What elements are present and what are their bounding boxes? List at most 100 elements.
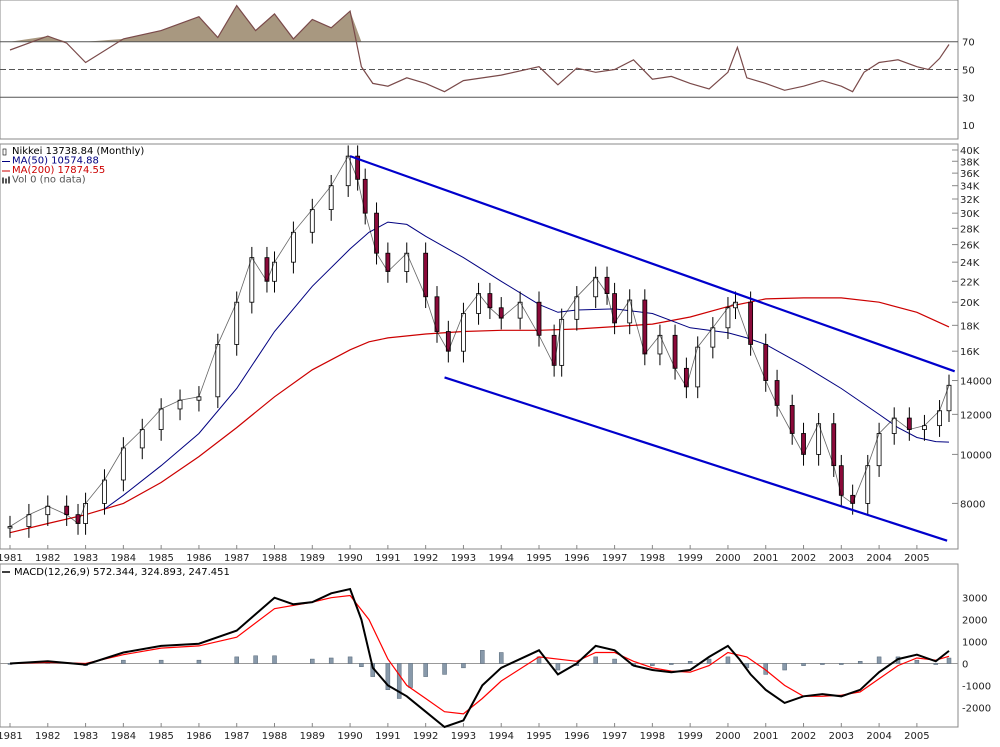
price-tick-label: 14000 <box>960 377 992 388</box>
x-axis-label: 2000 <box>715 731 740 742</box>
price-tick-label: 28K <box>960 224 980 235</box>
price-candle-body <box>891 417 897 434</box>
x-axis-label: 1995 <box>526 731 551 742</box>
price-candle-body <box>937 410 942 427</box>
price-tick-label: 20K <box>960 298 980 309</box>
legend-label: MA(200) 17874.55 <box>12 165 105 176</box>
price-tick-label: 8000 <box>960 499 985 510</box>
price-tick-label: 26K <box>960 241 980 252</box>
x-axis-label: 1984 <box>111 731 136 742</box>
x-axis-label: 1984 <box>111 553 136 564</box>
price-candle-body <box>234 301 240 345</box>
price-tick-label: 36K <box>960 169 980 180</box>
macd-histogram-bar <box>801 663 806 666</box>
price-candle-body <box>120 447 126 481</box>
macd-histogram-bar <box>272 655 277 664</box>
macd-tick-label: 0 <box>962 659 968 670</box>
price-tick-label: 22K <box>960 277 980 288</box>
x-axis-label: 1985 <box>148 553 173 564</box>
price-candle-body <box>476 293 481 314</box>
lower-channel-line <box>444 376 948 542</box>
x-axis-label: 1993 <box>451 553 476 564</box>
price-candle-body <box>461 313 466 352</box>
macd-histogram-bar <box>687 661 693 664</box>
x-axis-label: 1999 <box>677 731 702 742</box>
x-axis-label: 1981 <box>0 731 23 742</box>
rsi-overbought-area <box>10 5 949 42</box>
x-axis-label: 1986 <box>186 731 211 742</box>
x-axis-label: 1992 <box>413 731 438 742</box>
rsi-marks: 70 50 30 10 <box>0 4 975 132</box>
macd-marks: 3000 2000 1000 0 -1000 -2000 <box>0 571 991 729</box>
macd-line <box>9 587 950 729</box>
x-axis-label: 1981 <box>0 553 23 564</box>
macd-signal-line <box>9 594 950 715</box>
macd-histogram-bar <box>480 650 485 664</box>
price-tick-label: 24K <box>960 258 980 269</box>
price-candle-body <box>906 417 912 430</box>
x-axis-label: 1992 <box>413 553 438 564</box>
rsi-tick-label: 70 <box>962 38 975 49</box>
macd-histogram-bar <box>442 663 447 675</box>
price-candle-body <box>725 307 731 329</box>
rsi-tick-label: 50 <box>962 66 975 77</box>
macd-histogram-bar <box>669 663 674 665</box>
x-axis-label: 2003 <box>829 553 854 564</box>
macd-histogram-bar <box>946 657 952 664</box>
upper-channel-line <box>349 155 956 373</box>
price-tick-label: 32K <box>960 195 980 206</box>
x-axis-label: 1994 <box>489 553 514 564</box>
macd-histogram-bar <box>121 659 126 664</box>
macd-histogram-bar <box>396 663 402 699</box>
macd-histogram-bar <box>820 663 825 665</box>
price-candle-body <box>64 505 70 516</box>
x-axis-label: 1990 <box>337 553 362 564</box>
price-tick-label: 40K <box>960 146 980 157</box>
price-tick-label: 16K <box>960 347 980 358</box>
x-axis-label: 1998 <box>640 731 665 742</box>
x-axis-label: 1997 <box>602 731 627 742</box>
macd-histogram-bar <box>706 658 712 664</box>
rsi-tick-label: 30 <box>962 93 975 104</box>
macd-title: MACD(12,26,9) 572.344, 324.893, 247.451 <box>14 567 230 578</box>
price-candle-body <box>551 334 557 366</box>
price-candle-body <box>642 299 648 355</box>
macd-histogram-bar <box>725 656 731 664</box>
price-tick-label: 12000 <box>960 410 992 421</box>
legend-candle-swatch <box>2 148 7 156</box>
price-legend: Nikkei 13738.84 (Monthly)MA(50) 10574.88… <box>2 146 144 186</box>
x-axis-label: 1990 <box>337 731 362 742</box>
macd-histogram-bar <box>839 663 844 665</box>
x-axis-label: 1986 <box>186 553 211 564</box>
x-axis-macd: 1981 1982 1983 1984 1985 1986 1987 1988 1989 1990… <box>0 731 930 742</box>
macd-histogram-bar <box>933 663 939 665</box>
macd-histogram-bar <box>234 656 239 664</box>
macd-histogram-bar <box>555 663 561 671</box>
price-tick-label: 30K <box>960 209 980 220</box>
price-candle-body <box>672 334 678 369</box>
x-axis-label: 2005 <box>904 731 929 742</box>
price-candle-body <box>574 296 580 320</box>
macd-histogram-bar <box>359 663 364 667</box>
legend-label: Nikkei 13738.84 (Monthly) <box>12 146 144 157</box>
legend-bar-swatch <box>2 177 4 184</box>
price-candle-body <box>7 526 13 529</box>
legend-bar-swatch <box>5 178 7 184</box>
rsi-tick-label: 10 <box>962 121 975 132</box>
x-axis-label: 1997 <box>602 553 627 564</box>
price-candle-body <box>158 408 164 430</box>
macd-histogram-bar <box>612 658 617 664</box>
x-axis-label: 1991 <box>375 553 400 564</box>
rsi-line <box>9 4 950 93</box>
x-axis-label: 1998 <box>640 553 665 564</box>
x-axis-label: 1988 <box>262 731 287 742</box>
price-tick-label: 10000 <box>960 450 992 461</box>
price-candle-body <box>536 301 542 336</box>
macd-histogram-bar <box>461 663 466 669</box>
x-axis-label: 1995 <box>526 553 551 564</box>
x-axis-label: 2002 <box>791 731 816 742</box>
x-axis-price: 1981 1982 1983 1984 1985 1986 1987 1988 1989 1990… <box>0 553 930 564</box>
macd-tick-label: 1000 <box>962 638 987 649</box>
